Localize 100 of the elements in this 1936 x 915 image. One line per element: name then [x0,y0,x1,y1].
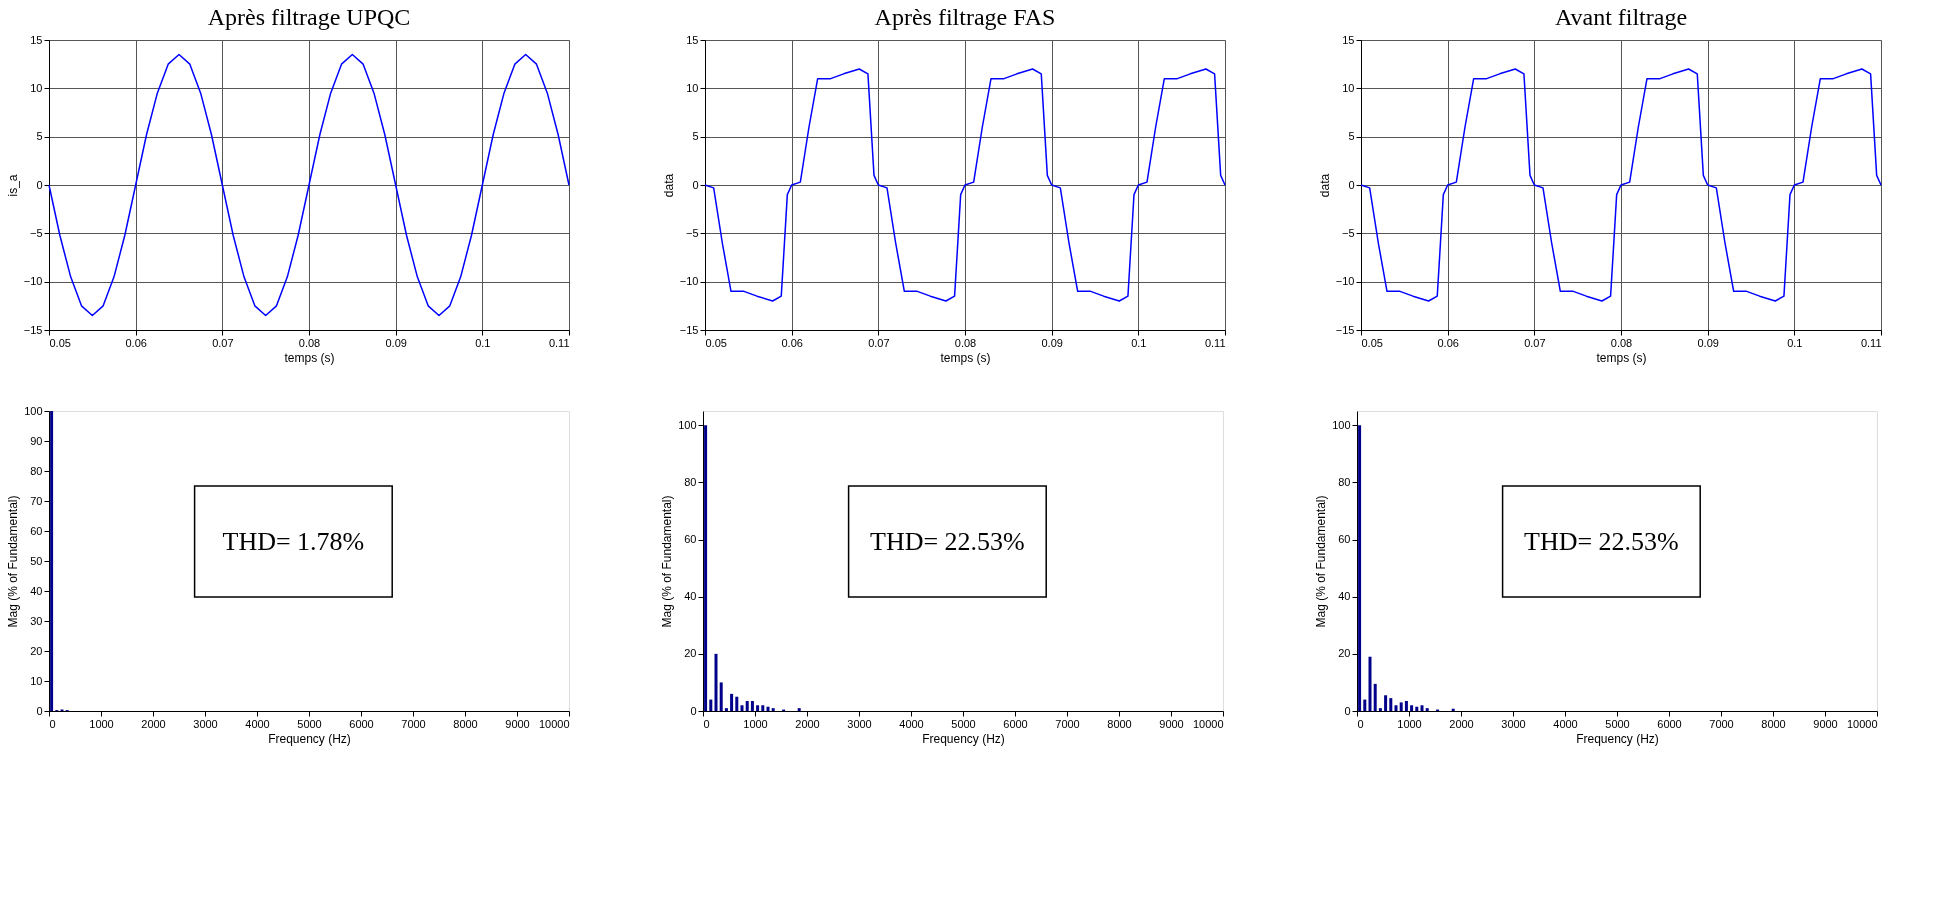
x-tick-label: 0.1 [475,336,491,349]
bar [704,425,708,711]
x-tick-label: 8000 [453,717,478,730]
y-tick-label: 40 [30,584,43,597]
y-tick-label: 15 [686,33,699,46]
x-tick-label: 0 [49,717,56,730]
y-tick-label: 0 [36,704,43,717]
y-tick-label: 5 [1348,130,1355,143]
bar [1410,705,1414,711]
x-tick-label: 3000 [193,717,218,730]
bar [709,699,713,711]
y-tick-label: 5 [36,130,43,143]
y-axis-title: Mag (% of Fundamental) [6,495,21,628]
line-series [1360,68,1882,302]
x-tick-label: 2000 [795,717,820,730]
bar [766,706,770,711]
x-tick-label: 4000 [245,717,270,730]
bar [1368,656,1372,711]
y-tick-label: −5 [685,226,699,239]
chart-title: Avant filtrage [1554,4,1688,30]
y-tick-label: −10 [679,275,699,288]
x-tick-label: 2000 [1449,717,1474,730]
y-tick-label: 10 [686,81,699,94]
y-tick-label: 5 [692,130,699,143]
annotation: THD= 22.53% [1524,526,1679,556]
bar [730,693,734,711]
bar [1373,683,1377,711]
y-tick-label: −10 [1335,275,1355,288]
x-tick-label: 3000 [1501,717,1526,730]
x-tick-label: 7000 [1709,717,1734,730]
bar [740,705,744,711]
y-tick-label: 100 [24,404,43,417]
bar [735,696,739,711]
bar [1358,425,1362,711]
y-tick-label: 80 [1338,475,1351,488]
y-tick-label: 0 [1344,704,1351,717]
bar [714,653,718,711]
x-tick-label: 0.05 [705,336,727,349]
x-tick-label: 6000 [349,717,374,730]
x-tick-label: 0.07 [212,336,234,349]
y-tick-label: 10 [1342,81,1355,94]
x-tick-label: 0.07 [1524,336,1546,349]
x-tick-label: 7000 [401,717,426,730]
y-tick-label: 10 [30,81,43,94]
x-tick-label: 7000 [1055,717,1080,730]
x-tick-label: 0.09 [1697,336,1719,349]
y-tick-label: 10 [30,674,43,687]
x-tick-label: 4000 [899,717,924,730]
x-tick-label: 0.09 [385,336,407,349]
y-tick-label: 40 [1338,590,1351,603]
x-tick-label: 1000 [743,717,768,730]
x-tick-label: 0.08 [954,336,977,349]
x-tick-label: 8000 [1107,717,1132,730]
y-tick-label: 15 [30,33,43,46]
x-tick-label: 0.06 [781,336,803,349]
bar [1420,705,1424,711]
bar [771,708,775,711]
y-axis-title: data [1317,173,1332,198]
x-tick-label: 0.05 [49,336,71,349]
bar [1384,695,1388,711]
x-axis-title: Frequency (Hz) [922,731,1005,746]
x-tick-label: 6000 [1003,717,1028,730]
y-tick-label: −5 [29,226,43,239]
annotation: THD= 1.78% [222,526,365,556]
y-tick-label: 0 [692,178,699,191]
x-tick-label: 4000 [1553,717,1578,730]
bar [750,701,754,711]
y-tick-label: 20 [30,644,43,657]
x-tick-label: 10000 [1846,717,1878,730]
x-axis-title: temps (s) [284,350,335,365]
x-tick-label: 0.08 [298,336,321,349]
x-tick-label: 0.11 [548,336,570,349]
bar [797,708,801,711]
x-tick-label: 9000 [1159,717,1184,730]
line-series [48,53,570,317]
y-tick-label: −15 [23,323,43,336]
y-tick-label: 80 [684,475,697,488]
y-tick-label: 0 [690,704,697,717]
x-axis-title: temps (s) [940,350,991,365]
x-tick-label: 1000 [89,717,114,730]
x-tick-label: 9000 [505,717,530,730]
x-tick-label: 0 [1357,717,1364,730]
y-axis-title: is_a [5,174,20,197]
x-tick-label: 0.11 [1860,336,1882,349]
x-tick-label: 0.1 [1131,336,1147,349]
x-tick-label: 0.06 [1437,336,1459,349]
x-tick-label: 0 [703,717,710,730]
y-tick-label: 60 [30,524,43,537]
bar [724,708,728,711]
line-series [704,68,1226,302]
x-tick-label: 0.11 [1204,336,1226,349]
bar [1404,701,1408,711]
bar [1394,705,1398,711]
bar [1378,708,1382,711]
y-tick-label: 15 [1342,33,1355,46]
chart-title: Après filtrage UPQC [207,4,411,30]
x-tick-label: 0.07 [868,336,890,349]
y-tick-label: 0 [1348,178,1355,191]
y-tick-label: −15 [1335,323,1355,336]
x-tick-label: 9000 [1813,717,1838,730]
